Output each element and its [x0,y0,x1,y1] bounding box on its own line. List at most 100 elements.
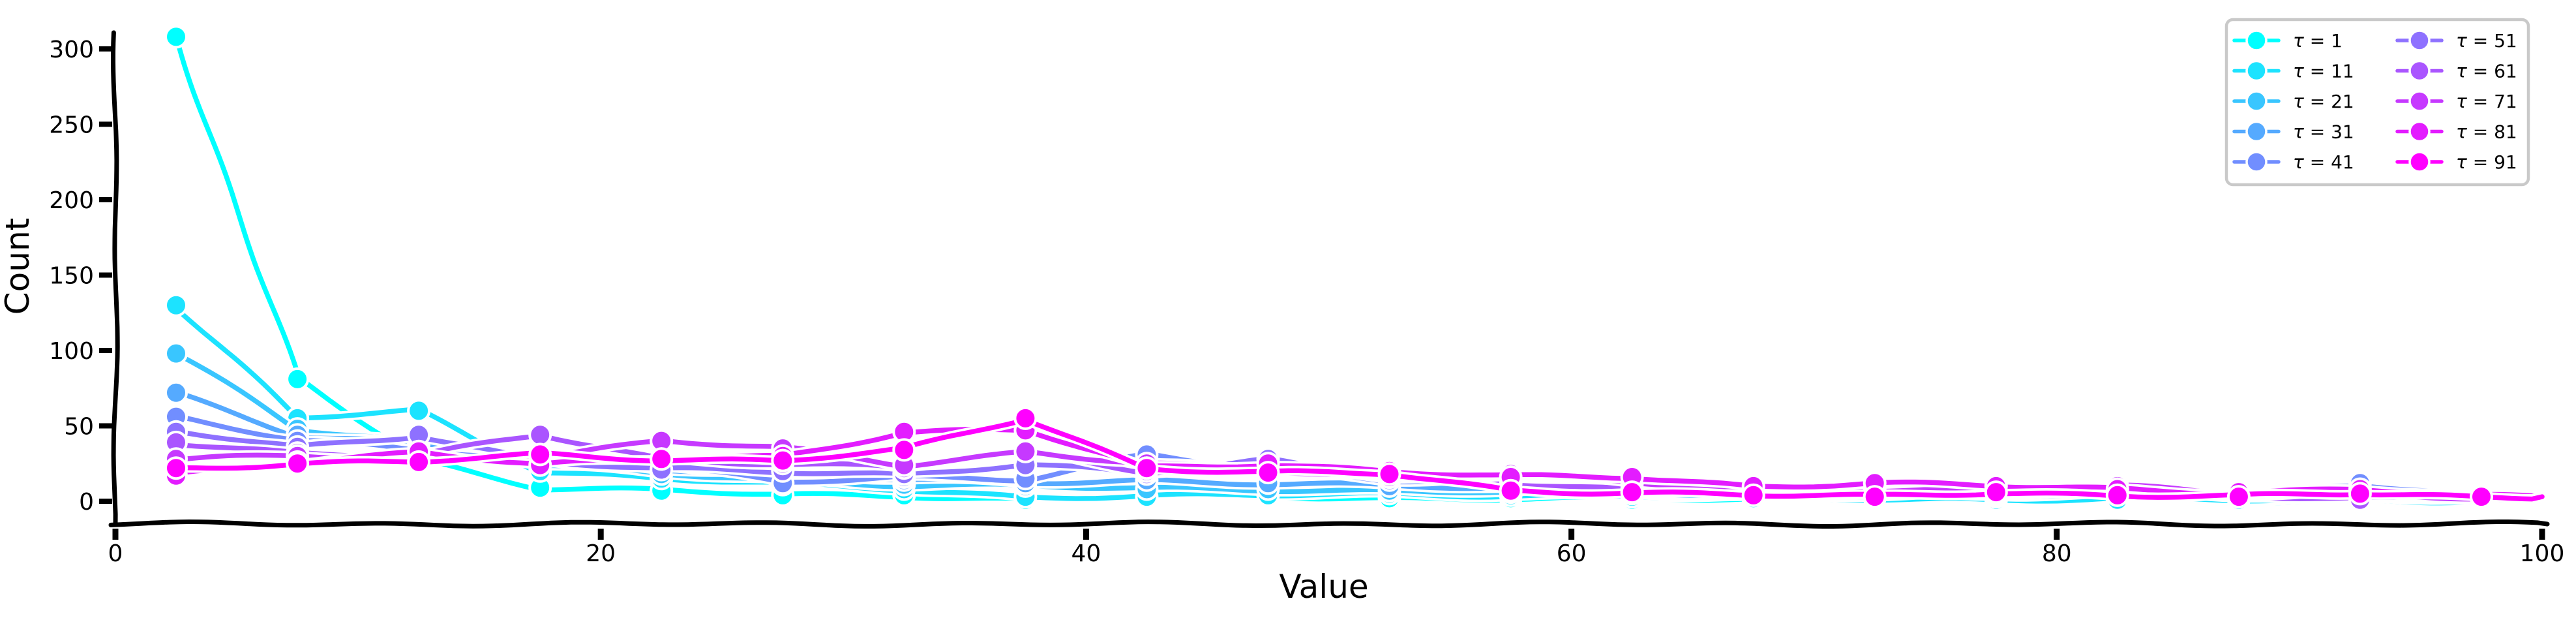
x-tick-label: 80 [2042,540,2072,567]
x-tick [1083,529,1089,540]
series-marker [164,293,188,317]
legend-item-τ=11: τ = 11 [2232,59,2354,82]
series-marker [407,450,431,474]
x-axis-tick-labels: 0 20 40 60 80 100 [108,540,2565,567]
legend-label: τ = 41 [2293,151,2354,173]
x-tick [1568,529,1575,540]
legend-marker-dot [2245,90,2268,112]
legend-marker-dot [2408,120,2431,143]
x-axis-spine [108,519,2550,529]
x-tick-label: 100 [2520,540,2565,567]
series-marker [2470,485,2493,509]
y-tick [99,499,112,504]
y-tick-label: 300 [49,37,94,63]
series-line [173,417,2545,502]
series-marker [1984,480,2008,504]
series-marker [892,438,916,462]
y-tick-label: 0 [79,489,94,516]
legend-marker-dot [2245,151,2268,173]
y-tick-label: 250 [49,112,94,138]
x-tick-label: 60 [1557,540,1587,567]
y-tick [99,121,112,127]
legend-label: τ = 1 [2293,30,2343,52]
series-marker [2348,482,2372,506]
legend-marker-dot [2245,120,2268,143]
y-tick-label: 100 [49,338,94,365]
x-tick [597,529,604,540]
legend-label: τ = 51 [2456,30,2517,52]
y-axis-ticks [99,46,112,504]
y-tick [99,348,112,353]
legend-item-τ=21: τ = 21 [2232,90,2354,112]
legend-marker-dot [2408,90,2431,112]
legend-item-τ=91: τ = 91 [2395,151,2517,173]
series-marker [528,423,552,447]
x-tick [2054,529,2060,540]
legend-item-τ=1: τ = 1 [2232,29,2343,52]
series-marker [2226,485,2251,509]
legend-marker-dot [2408,151,2431,173]
series-marker [164,25,188,49]
series-marker [1135,456,1159,480]
legend-item-τ=71: τ = 71 [2395,90,2517,112]
series-marker [1377,462,1401,486]
legend-marker-dot [2245,29,2268,52]
x-tick-label: 0 [108,540,123,567]
legend-label: τ = 81 [2456,121,2517,143]
y-axis-tick-labels: 0 50 100 150 200 250 300 [49,37,94,516]
x-tick-label: 20 [586,540,616,567]
series-marker [1499,478,1523,503]
chart-legend: τ = 1 τ = 11 τ = 21 τ = 31 τ = 41 τ = 51 τ = 6… [2224,18,2530,187]
y-tick [99,272,112,278]
legend-item-τ=41: τ = 41 [2232,151,2354,173]
x-tick [112,529,119,540]
legend-item-τ=31: τ = 31 [2232,120,2354,143]
series-marker [1741,483,1765,507]
series-marker [286,367,310,391]
series-τ=91 [164,406,2547,509]
legend-label: τ = 11 [2293,61,2354,82]
legend-label: τ = 31 [2293,121,2354,143]
axes-spines [108,30,2550,529]
y-tick-label: 150 [49,263,94,290]
series-marker [286,452,310,476]
legend-label: τ = 61 [2456,61,2517,82]
legend-label: τ = 21 [2293,91,2354,112]
series-marker [1256,461,1280,485]
legend-item-τ=61: τ = 61 [2395,59,2517,82]
series-marker [528,442,552,467]
series-marker [650,447,674,471]
y-tick [99,423,112,429]
series-marker [1620,480,1644,504]
series-marker [164,341,188,365]
legend-box [2224,18,2530,187]
series-marker [1013,439,1038,463]
series-marker [164,456,188,480]
x-axis-title: Value [1279,568,1368,606]
series-marker [771,448,795,473]
legend-item-τ=81: τ = 81 [2395,120,2517,143]
y-tick-label: 50 [64,414,94,441]
x-tick-label: 40 [1071,540,1101,567]
plot-series [164,25,2547,513]
legend-label: τ = 91 [2456,151,2517,173]
x-tick [2539,529,2545,540]
series-marker [1863,485,1887,509]
legend-label: τ = 71 [2456,91,2517,112]
legend-item-τ=51: τ = 51 [2395,29,2517,52]
y-axis-spine [111,30,120,527]
legend-items: τ = 1 τ = 11 τ = 21 τ = 31 τ = 41 τ = 51 τ = 6… [2232,29,2517,173]
series-line [173,427,2545,499]
y-tick [99,196,112,202]
y-tick-label: 200 [49,187,94,214]
legend-marker-dot [2245,59,2268,82]
legend-marker-dot [2408,59,2431,82]
legend-marker-dot [2408,29,2431,52]
series-marker [164,380,188,405]
y-tick [99,46,112,52]
y-axis-title: Count [0,218,37,315]
series-marker [407,399,431,423]
x-axis-ticks [112,529,2545,540]
